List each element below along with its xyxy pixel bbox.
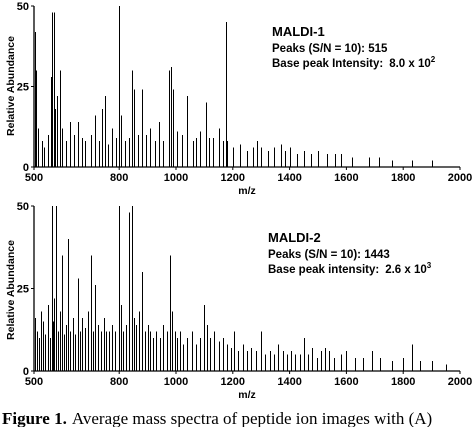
y-axis-ticks: 0 25 50 [17,1,34,174]
annotation-title: MALDI-1 [272,24,325,39]
annotation-intensity-value: 2.6 x 10 [385,264,427,276]
peak-series-maldi-1 [35,6,433,167]
annotation-maldi-1: MALDI-1 Peaks (S/N = 10): 515 Base peak … [272,24,436,70]
annotation-intensity-exponent: 2 [431,55,436,64]
x-axis-ticks: 500 800 1000 1200 1400 1600 1800 2000 [25,167,472,184]
x-tick-label: 2000 [448,172,472,184]
annotation-intensity-label: Base peak Intensity: [272,58,383,70]
x-axis-title: m/z [238,185,256,197]
x-tick-label: 1600 [334,172,358,184]
x-tick-label: 1200 [221,376,245,388]
caption-text: Average mass spectra of peptide ion imag… [72,409,432,427]
annotation-maldi-2: MALDI-2 Peaks (S/N = 10): 1443 Base peak… [268,230,432,276]
x-tick-label: 500 [25,172,43,184]
annotation-intensity: Base peak Intensity: 8.0 x 102 [272,55,436,70]
annotation-peaks: Peaks (S/N = 10): 515 [272,43,388,55]
annotation-intensity: Base peak intensity: 2.6 x 103 [268,261,432,276]
y-tick-label: 50 [17,201,29,213]
x-tick-label: 1400 [277,172,301,184]
y-tick-label: 0 [23,162,29,174]
spectrum-panel-maldi-1: 500 800 1000 1200 1400 1600 1800 2000 0 25 50 Rel… [5,1,472,197]
x-tick-label: 1000 [164,172,188,184]
annotation-title: MALDI-2 [268,230,321,245]
x-tick-label: 800 [110,376,128,388]
y-axis-title: Relative Abundance [5,36,17,136]
x-tick-label: 1800 [391,172,415,184]
x-axis-title: m/z [238,389,256,401]
y-tick-label: 25 [17,82,29,94]
x-tick-label: 1200 [221,172,245,184]
x-tick-label: 800 [110,172,128,184]
x-tick-label: 2000 [448,376,472,388]
caption-label: Figure 1. [2,409,67,427]
y-tick-label: 0 [23,366,29,378]
annotation-intensity-value: 8.0 x 10 [389,58,431,70]
annotation-peaks: Peaks (S/N = 10): 1443 [268,249,390,261]
spectrum-panel-maldi-2: 500 800 1000 1200 1400 1600 1800 2000 0 25 50 Rel… [5,201,472,401]
x-tick-label: 1800 [391,376,415,388]
peak-series-maldi-2 [35,206,447,371]
annotation-intensity-label: Base peak intensity: [268,264,379,276]
x-tick-label: 1600 [334,376,358,388]
y-tick-label: 50 [17,1,29,13]
y-tick-label: 25 [17,284,29,296]
y-axis-ticks: 0 25 50 [17,201,34,378]
annotation-intensity-exponent: 3 [427,261,432,270]
y-axis-title: Relative Abundance [5,240,17,340]
figure-caption: Figure 1. Average mass spectra of peptide… [2,409,432,427]
x-tick-label: 500 [25,376,43,388]
x-tick-label: 1000 [164,376,188,388]
x-axis-ticks: 500 800 1000 1200 1400 1600 1800 2000 [25,371,472,388]
x-tick-label: 1400 [277,376,301,388]
